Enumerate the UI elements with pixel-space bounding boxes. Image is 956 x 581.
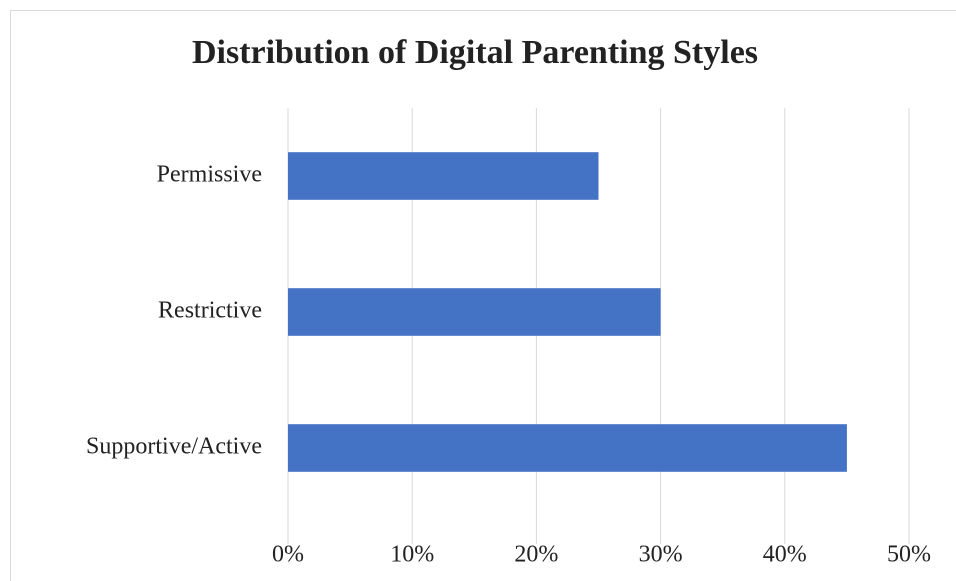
x-tick-label: 30% xyxy=(639,542,683,568)
x-tick-label: 10% xyxy=(390,542,434,568)
y-tick-label: Restrictive xyxy=(158,298,262,324)
bar xyxy=(288,152,599,200)
x-tick-label: 40% xyxy=(763,542,807,568)
y-tick-label: Permissive xyxy=(157,162,262,188)
x-tick-label: 0% xyxy=(272,542,304,568)
y-tick-label: Supportive/Active xyxy=(86,434,262,460)
bar xyxy=(288,424,847,472)
bar xyxy=(288,288,661,336)
x-tick-label: 20% xyxy=(514,542,558,568)
x-tick-label: 50% xyxy=(887,542,931,568)
chart-title: Distribution of Digital Parenting Styles xyxy=(192,34,758,71)
